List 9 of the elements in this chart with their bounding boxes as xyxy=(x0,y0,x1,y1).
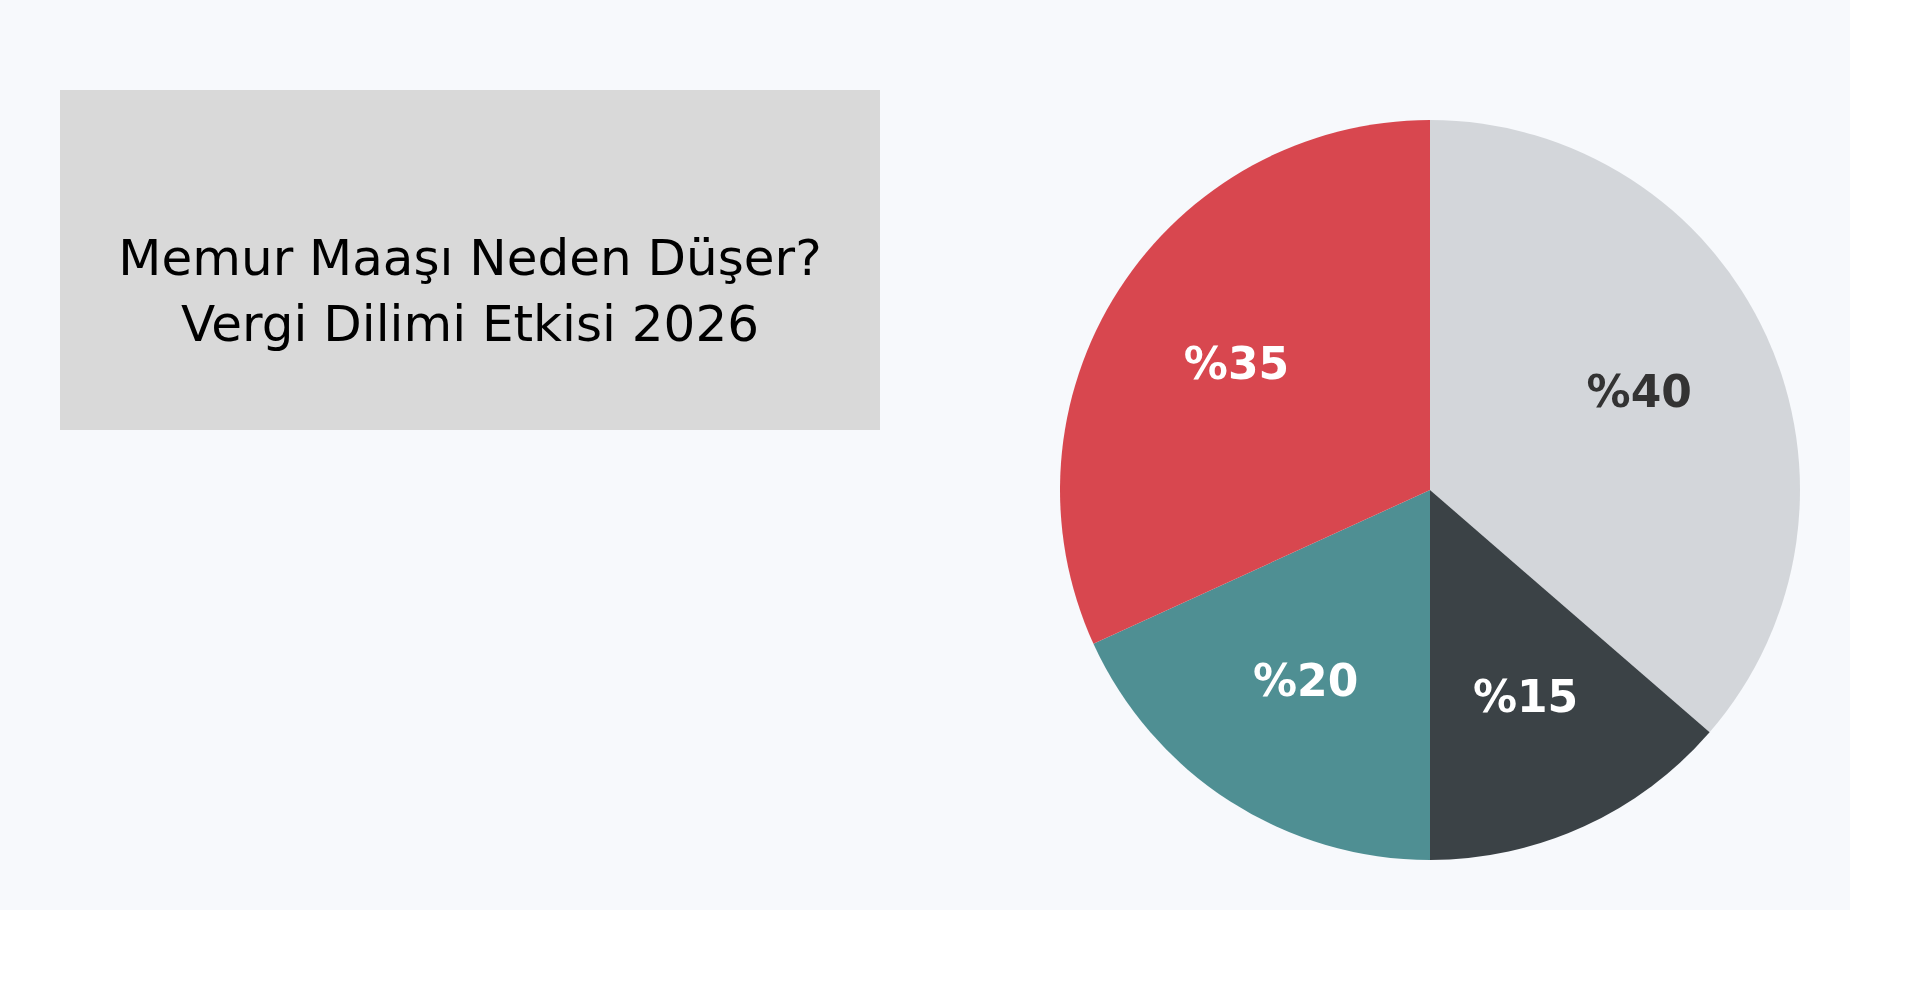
pie-slice xyxy=(1430,120,1800,733)
data-label: %40 xyxy=(1586,366,1692,418)
data-label: %15 xyxy=(1472,671,1579,723)
text: Memur Maaşı Neden Düşer? Vergi Dilimi Etkisi 2026 xyxy=(118,229,822,353)
data-label: %35 xyxy=(1183,337,1290,389)
pie-slice xyxy=(1060,120,1430,644)
data-label: %20 xyxy=(1252,655,1359,707)
pie-slice xyxy=(1430,490,1710,860)
pie-slice xyxy=(1093,490,1430,860)
